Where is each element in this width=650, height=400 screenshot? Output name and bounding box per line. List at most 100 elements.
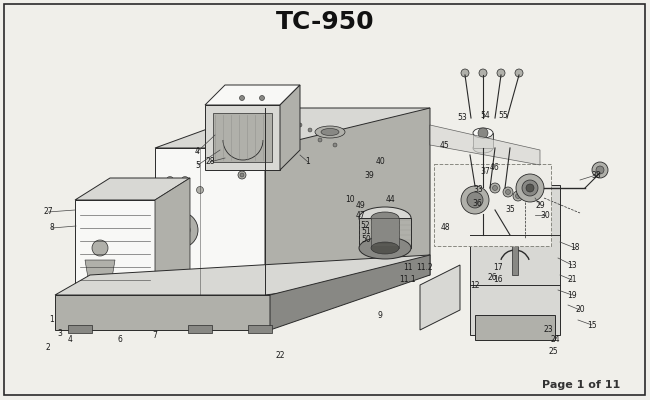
Circle shape — [166, 186, 174, 194]
Text: 27: 27 — [43, 208, 53, 216]
Polygon shape — [75, 178, 190, 200]
Polygon shape — [265, 108, 430, 295]
Circle shape — [490, 183, 500, 193]
Text: 25: 25 — [548, 348, 558, 356]
Ellipse shape — [359, 207, 411, 229]
Text: 53: 53 — [457, 114, 467, 122]
Ellipse shape — [371, 242, 399, 254]
Bar — [512, 235, 518, 275]
Text: 13: 13 — [567, 260, 577, 270]
Text: 30: 30 — [540, 210, 550, 220]
Text: 9: 9 — [378, 310, 382, 320]
Text: 44: 44 — [385, 196, 395, 204]
Text: 22: 22 — [275, 350, 285, 360]
Circle shape — [293, 138, 297, 142]
Text: 11: 11 — [403, 264, 413, 272]
Text: 38: 38 — [592, 170, 601, 180]
Circle shape — [162, 212, 198, 248]
Circle shape — [196, 186, 203, 194]
Text: 16: 16 — [493, 276, 503, 284]
Polygon shape — [155, 178, 190, 295]
Circle shape — [515, 69, 523, 77]
Text: 21: 21 — [567, 276, 577, 284]
Text: 55: 55 — [498, 112, 508, 120]
Polygon shape — [470, 185, 560, 335]
Ellipse shape — [321, 128, 339, 136]
Polygon shape — [420, 265, 460, 330]
Text: 2: 2 — [46, 344, 51, 352]
Text: 19: 19 — [567, 290, 577, 300]
Circle shape — [461, 186, 489, 214]
Text: 45: 45 — [440, 140, 450, 150]
Text: Page 1 of 11: Page 1 of 11 — [541, 380, 620, 390]
Circle shape — [497, 69, 505, 77]
Text: 4: 4 — [68, 336, 72, 344]
Text: 18: 18 — [570, 244, 580, 252]
Text: 20: 20 — [575, 306, 585, 314]
Circle shape — [239, 96, 244, 100]
Circle shape — [166, 176, 174, 184]
Ellipse shape — [315, 126, 345, 138]
Circle shape — [259, 96, 265, 100]
Circle shape — [170, 220, 190, 240]
Text: 37: 37 — [480, 168, 490, 176]
Bar — [248, 325, 272, 333]
Bar — [473, 133, 493, 148]
Text: 24: 24 — [550, 336, 560, 344]
Circle shape — [181, 176, 188, 184]
Text: 48: 48 — [440, 224, 450, 232]
Circle shape — [318, 138, 322, 142]
Circle shape — [238, 171, 246, 179]
Polygon shape — [280, 85, 300, 170]
Circle shape — [240, 173, 244, 177]
Text: 11.2: 11.2 — [417, 264, 434, 272]
Text: 54: 54 — [480, 110, 490, 120]
Polygon shape — [55, 255, 430, 295]
Circle shape — [592, 162, 608, 178]
Polygon shape — [205, 85, 300, 105]
Bar — [68, 325, 92, 333]
Circle shape — [503, 187, 513, 197]
Bar — [371, 218, 399, 248]
Circle shape — [526, 184, 534, 192]
Text: 29: 29 — [535, 200, 545, 210]
Text: 50: 50 — [361, 236, 371, 244]
Polygon shape — [85, 260, 115, 278]
Bar — [188, 325, 212, 333]
Text: 28: 28 — [205, 158, 214, 166]
Text: 6: 6 — [118, 336, 122, 344]
Text: 3: 3 — [58, 328, 62, 338]
Text: 46: 46 — [490, 162, 500, 172]
Circle shape — [308, 128, 312, 132]
Text: 1: 1 — [49, 316, 55, 324]
Polygon shape — [430, 125, 540, 165]
Ellipse shape — [473, 143, 493, 153]
Circle shape — [181, 186, 188, 194]
Polygon shape — [475, 315, 555, 340]
Text: 17: 17 — [493, 264, 503, 272]
Polygon shape — [75, 200, 155, 295]
Text: 47: 47 — [356, 210, 366, 220]
Text: 33: 33 — [473, 186, 483, 194]
Polygon shape — [213, 113, 272, 162]
Text: 15: 15 — [587, 320, 597, 330]
Text: 10: 10 — [345, 196, 355, 204]
Text: 52: 52 — [360, 220, 370, 230]
Circle shape — [493, 186, 497, 190]
Circle shape — [515, 194, 521, 198]
Circle shape — [92, 240, 108, 256]
Polygon shape — [155, 108, 430, 148]
Circle shape — [513, 191, 523, 201]
Circle shape — [298, 123, 302, 127]
Text: 51: 51 — [361, 228, 370, 236]
Polygon shape — [270, 255, 430, 330]
Ellipse shape — [371, 212, 399, 224]
Circle shape — [478, 128, 488, 138]
Text: 26: 26 — [488, 274, 497, 282]
Ellipse shape — [359, 237, 411, 259]
Text: 49: 49 — [356, 200, 366, 210]
Text: 12: 12 — [470, 280, 480, 290]
Text: 1: 1 — [306, 158, 311, 166]
Polygon shape — [55, 295, 270, 330]
Text: TC-950: TC-950 — [276, 10, 374, 34]
